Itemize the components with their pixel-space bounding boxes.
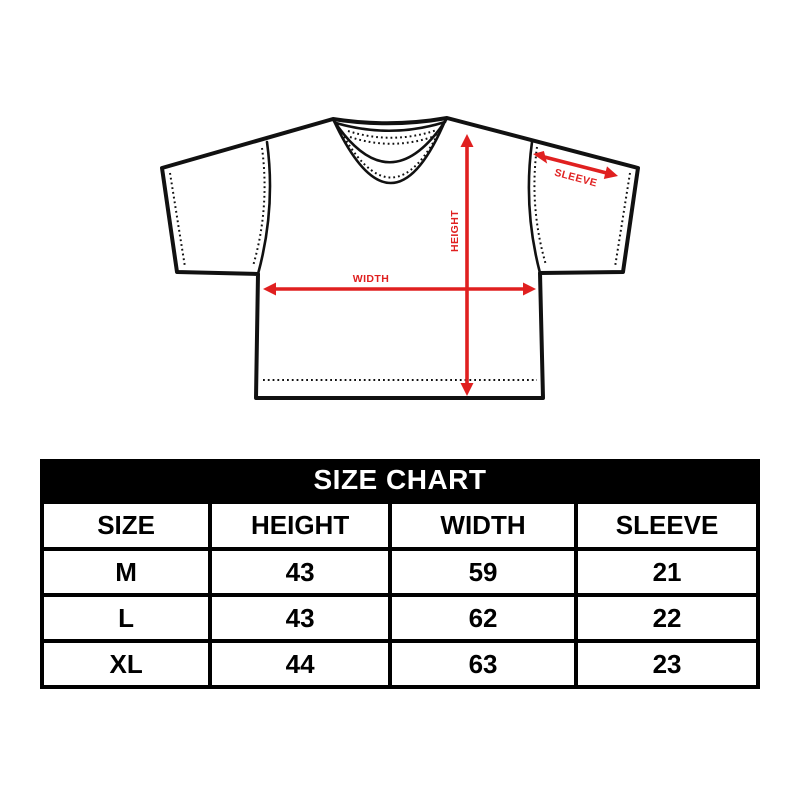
- height-measure-arrow: [460, 134, 474, 396]
- table-row-l: L 43 62 22: [39, 593, 760, 643]
- column-header-size: SIZE: [39, 500, 213, 551]
- table-row-m: M 43 59 21: [39, 547, 760, 597]
- cell-height: 43: [208, 547, 392, 597]
- width-label: WIDTH: [353, 273, 389, 285]
- size-chart: SIZE CHART SIZE HEIGHT WIDTH SLEEVE M 43…: [39, 459, 760, 689]
- cell-size: L: [39, 593, 213, 643]
- size-chart-table: SIZE HEIGHT WIDTH SLEEVE M 43 59 21 L 43…: [39, 500, 760, 689]
- cell-width: 59: [387, 547, 579, 597]
- cell-sleeve: 22: [574, 593, 760, 643]
- stitch-lines: [169, 123, 631, 381]
- width-measure-arrow: [263, 282, 536, 296]
- cell-sleeve: 21: [574, 547, 760, 597]
- cell-sleeve: 23: [574, 639, 760, 689]
- collar-detail: [332, 118, 448, 185]
- height-label: HEIGHT: [449, 210, 461, 252]
- cell-width: 62: [387, 593, 579, 643]
- cell-width: 63: [387, 639, 579, 689]
- cell-size: M: [39, 547, 213, 597]
- cell-height: 43: [208, 593, 392, 643]
- tshirt-measurement-diagram: HEIGHT WIDTH SLEEVE: [160, 116, 640, 400]
- header-row: SIZE HEIGHT WIDTH SLEEVE: [39, 500, 760, 551]
- cell-height: 44: [208, 639, 392, 689]
- size-chart-title: SIZE CHART: [40, 459, 760, 500]
- column-header-width: WIDTH: [387, 500, 579, 551]
- armhole-seams: [256, 140, 542, 276]
- sleeve-measure-arrow: [533, 151, 618, 179]
- column-header-height: HEIGHT: [208, 500, 392, 551]
- column-header-sleeve: SLEEVE: [574, 500, 760, 551]
- tshirt-outline: [160, 116, 640, 400]
- table-row-xl: XL 44 63 23: [39, 639, 760, 689]
- cell-size: XL: [39, 639, 213, 689]
